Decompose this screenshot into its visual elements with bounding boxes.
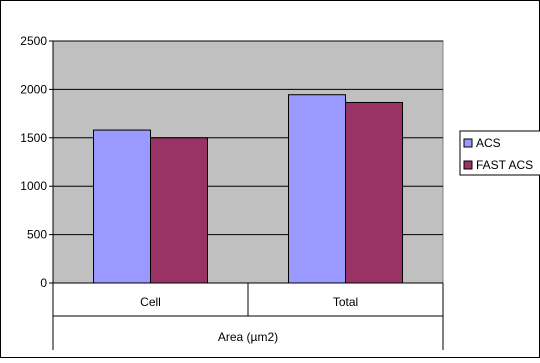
- x-tick-label: Total: [333, 295, 358, 309]
- x-axis-title: Area (µm2): [218, 330, 278, 344]
- bar-fast-acs-total: [345, 101, 403, 284]
- y-tick-label: 2500: [20, 34, 47, 48]
- x-axis: Cell Total: [52, 282, 444, 350]
- y-tick-label: 500: [27, 228, 47, 242]
- bar-fast-acs-cell: [150, 137, 208, 284]
- legend-swatch: [463, 160, 473, 170]
- bars: [93, 94, 403, 284]
- legend-label: ACS: [476, 136, 501, 150]
- legend-label: FAST ACS: [476, 158, 533, 172]
- bar-acs-total: [288, 94, 346, 284]
- y-tick-label: 2000: [20, 82, 47, 96]
- y-tick-label: 1500: [20, 131, 47, 145]
- legend-swatch: [463, 138, 473, 148]
- legend-box: [459, 130, 540, 176]
- y-axis: 0 500 1000 1500 2000 2500: [20, 34, 54, 290]
- y-tick-label: 0: [40, 276, 47, 290]
- y-tick-label: 1000: [20, 179, 47, 193]
- bar-acs-cell: [93, 129, 151, 284]
- x-tick-label: Cell: [140, 295, 161, 309]
- legend: ACS FAST ACS: [459, 130, 540, 176]
